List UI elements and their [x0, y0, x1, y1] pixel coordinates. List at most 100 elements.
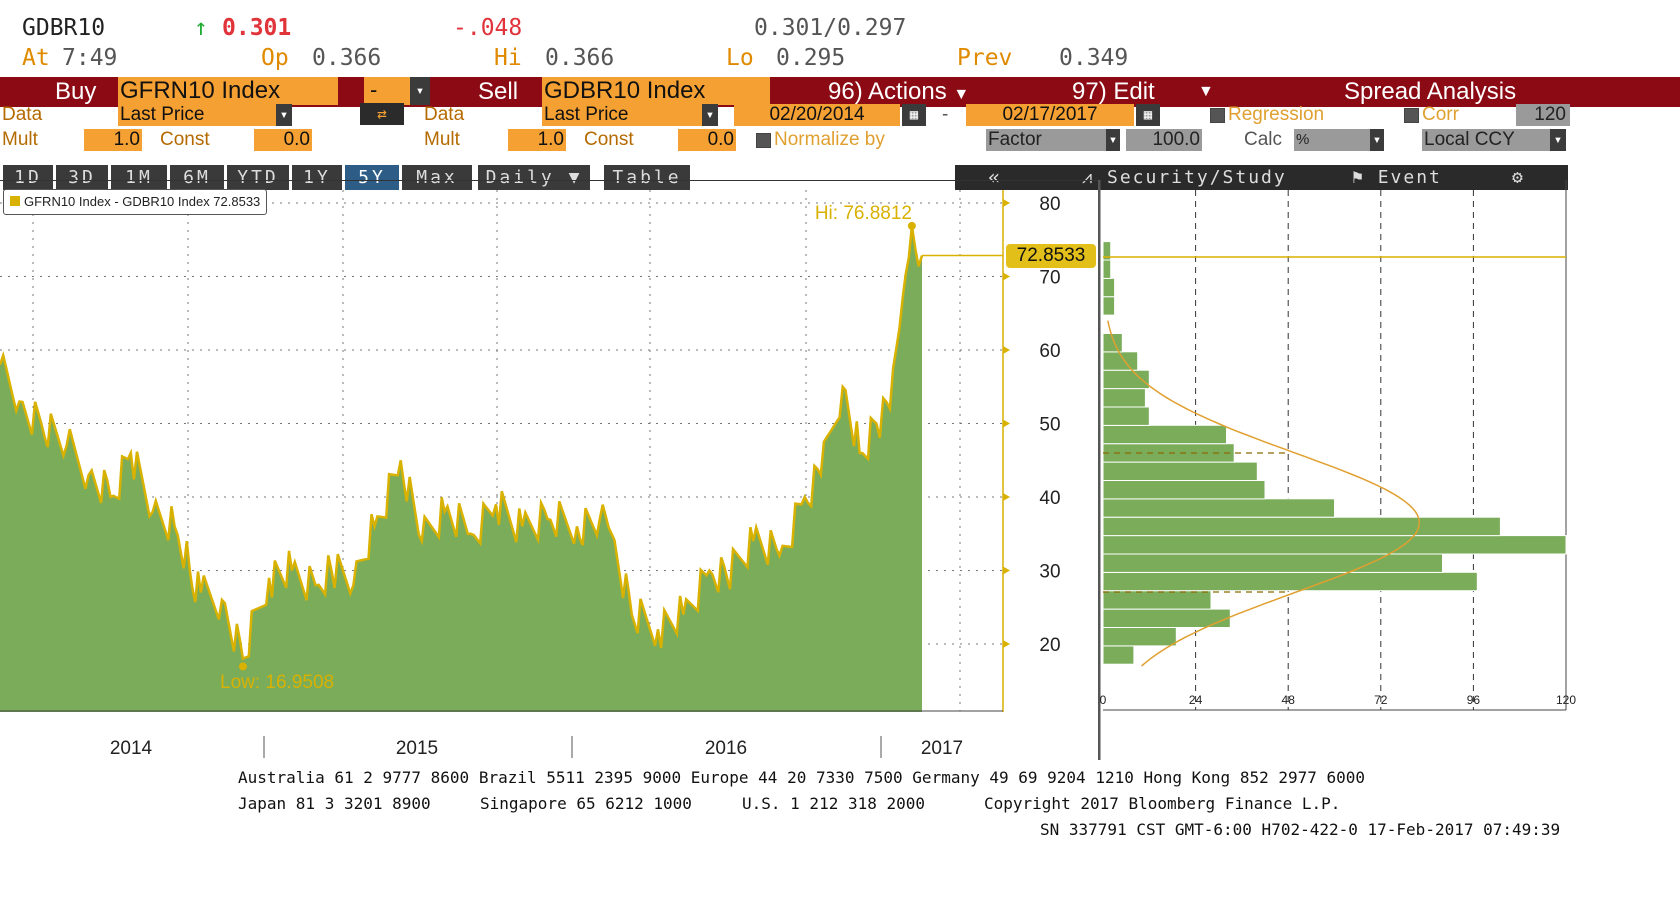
security-study-button[interactable]: ⩘ Security/Study — [1082, 165, 1287, 190]
x-tick-label: 2014 — [110, 738, 153, 759]
y-tick-mark — [1003, 199, 1010, 207]
regression-label: Regression — [1228, 104, 1325, 125]
table-button[interactable]: Table — [604, 165, 690, 190]
sell-mult-value: 1.0 — [537, 129, 564, 150]
histogram-bar — [1102, 535, 1567, 555]
buy-mult-field[interactable]: 1.0 — [84, 129, 142, 151]
buy-const-field[interactable]: 0.0 — [254, 129, 312, 151]
frequency-dropdown[interactable]: Daily ▼ — [478, 165, 590, 190]
low-annotation: Low: 16.9508 — [220, 672, 334, 693]
swap-icon[interactable]: ⇄ — [360, 103, 404, 125]
buy-const-value: 0.0 — [283, 129, 310, 150]
ticker: GDBR10 — [22, 15, 106, 41]
histogram-bar — [1102, 259, 1112, 279]
operator-value: - — [370, 77, 378, 102]
factor-value-field[interactable]: 100.0 — [1126, 129, 1202, 151]
period-button-6m[interactable]: 6M — [170, 165, 224, 190]
y-ticks: 20 30 40 50 60 70 80 — [1003, 194, 1061, 656]
spread-line — [0, 225, 924, 661]
y-tick-mark — [1003, 272, 1010, 281]
chart-legend[interactable]: GFRN10 Index - GDBR10 Index 72.8533 — [3, 189, 268, 215]
histogram-bar — [1102, 296, 1116, 316]
histogram-x-ticks: 0 24 48 72 96 120 — [1100, 693, 1577, 707]
table-label: Table — [612, 167, 682, 188]
x-ticks: 2014 2015 2016 2017 — [110, 736, 963, 759]
frequency-value: Daily — [485, 167, 555, 188]
calc-value: % — [1296, 131, 1310, 148]
distribution-histogram[interactable]: 0 24 48 72 96 120 — [1098, 180, 1680, 770]
sell-label: Sell — [478, 78, 519, 105]
buy-security-value: GFRN10 Index — [120, 77, 281, 104]
corr-checkbox[interactable] — [1404, 108, 1419, 123]
period-button-1m[interactable]: 1M — [111, 165, 167, 190]
chart-tools-bar — [955, 165, 1568, 190]
operator-dropdown-icon[interactable]: ▾ — [410, 77, 430, 105]
sell-const-label: Const — [584, 129, 634, 150]
operator-field[interactable]: - — [364, 77, 412, 105]
date-range-dash: - — [942, 104, 949, 125]
end-calendar-icon[interactable]: ▦ — [1136, 104, 1160, 126]
edit-dropdown-icon[interactable]: ▼ — [1198, 83, 1214, 100]
normalize-checkbox[interactable] — [756, 133, 771, 148]
period-button-ytd[interactable]: YTD — [227, 165, 289, 190]
y-tick-mark — [1003, 566, 1010, 575]
histogram-x-tick-label: 0 — [1100, 693, 1107, 707]
buy-security-field[interactable]: GFRN10 Index — [118, 77, 338, 105]
sell-const-value: 0.0 — [707, 129, 734, 150]
corr-period-value: 120 — [1534, 104, 1566, 125]
factor-dropdown-icon[interactable]: ▾ — [1106, 129, 1120, 151]
normalize-factor-field[interactable]: Factor — [986, 129, 1108, 151]
corr-label: Corr — [1422, 104, 1459, 125]
event-label: Event — [1377, 167, 1442, 188]
calc-dropdown-icon[interactable]: ▾ — [1370, 129, 1384, 151]
period-button-1y[interactable]: 1Y — [292, 165, 342, 190]
period-button-3d[interactable]: 3D — [56, 165, 108, 190]
histogram-bars — [1102, 241, 1567, 665]
sell-security-field[interactable]: GDBR10 Index — [542, 77, 770, 105]
event-button[interactable]: ⚑ Event — [1352, 165, 1442, 190]
sell-data-label: Data — [424, 104, 465, 125]
histogram-bar — [1102, 590, 1212, 610]
sell-data-field[interactable]: Last Price — [542, 104, 704, 126]
currency-dropdown-icon[interactable]: ▾ — [1550, 129, 1566, 151]
actions-menu[interactable]: 96) Actions ▼ — [828, 77, 969, 107]
security-study-label: Security/Study — [1107, 167, 1287, 188]
histogram-x-tick-label: 48 — [1282, 693, 1296, 707]
histogram-bar — [1102, 498, 1335, 518]
high-annotation: Hi: 76.8812 — [815, 203, 912, 224]
start-date-field[interactable]: 02/20/2014 — [734, 104, 900, 126]
edit-menu[interactable]: 97) Edit — [1072, 77, 1155, 107]
regression-checkbox[interactable] — [1210, 108, 1225, 123]
currency-field[interactable]: Local CCY — [1422, 129, 1550, 151]
histogram-bar — [1102, 424, 1227, 445]
prev-label: Prev — [957, 45, 1013, 71]
buy-data-field[interactable]: Last Price — [118, 104, 280, 126]
sell-data-dropdown-icon[interactable]: ▾ — [702, 104, 718, 126]
sell-const-field[interactable]: 0.0 — [678, 129, 736, 151]
at-label: At — [22, 45, 50, 71]
period-button-max[interactable]: Max — [402, 165, 472, 190]
footer-session: SN 337791 CST GMT-6:00 H702-422-0 17-Feb… — [1040, 820, 1561, 839]
x-tick-label: 2017 — [921, 738, 963, 759]
up-arrow-icon: ↑ — [194, 15, 208, 41]
low-marker — [238, 662, 247, 671]
y-tick-mark — [1003, 493, 1010, 501]
corr-period-field[interactable]: 120 — [1516, 104, 1570, 126]
spread-chart[interactable]: 20 30 40 50 60 70 80 2014 2015 2016 2017 Hi: 76.8… — [0, 180, 1100, 770]
period-button-5y[interactable]: 5Y — [345, 165, 399, 190]
end-date-field[interactable]: 02/17/2017 — [966, 104, 1134, 126]
period-button-1d[interactable]: 1D — [3, 165, 53, 190]
sell-mult-field[interactable]: 1.0 — [508, 129, 566, 151]
end-date-value: 02/17/2017 — [1002, 104, 1098, 125]
buy-data-dropdown-icon[interactable]: ▾ — [276, 104, 292, 126]
open-label: Op — [261, 45, 289, 71]
settings-gear-icon[interactable]: ⚙ — [1512, 167, 1525, 188]
start-calendar-icon[interactable]: ▦ — [902, 104, 926, 126]
actions-dropdown-icon: ▼ — [953, 86, 970, 103]
low-label: Lo — [726, 45, 754, 71]
last-value: 72.8533 — [1016, 244, 1086, 266]
back-icon[interactable]: « — [988, 165, 1003, 189]
calc-field[interactable]: % — [1294, 129, 1372, 151]
net-change: -.048 — [453, 15, 523, 41]
prev-value: 0.349 — [1059, 45, 1129, 71]
